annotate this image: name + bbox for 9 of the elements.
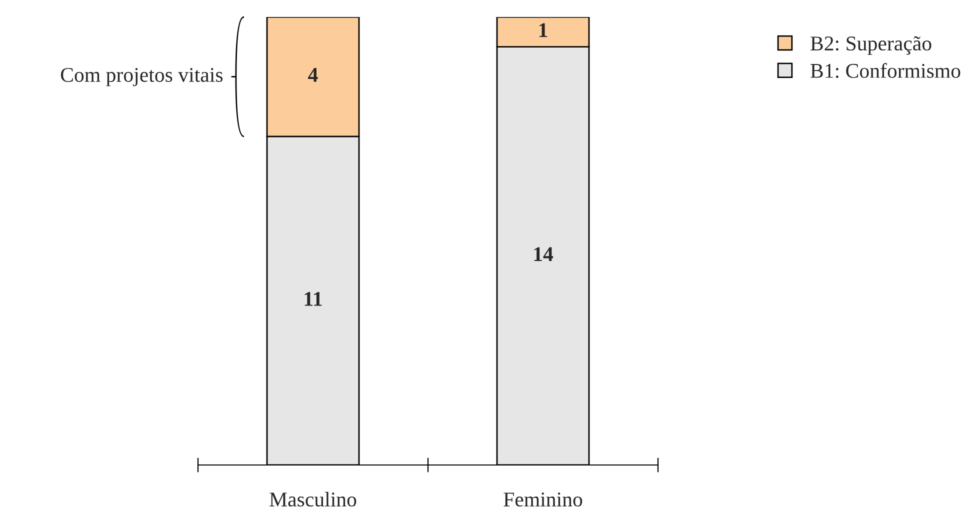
data-label: 11 <box>304 292 322 306</box>
data-label: 4 <box>308 68 318 82</box>
annotation: Com projetos vitais <box>60 68 223 86</box>
data-label: 1 <box>539 23 548 37</box>
legend-label: B1: Conformismo <box>810 63 960 78</box>
legend-label: B2: Superação <box>810 36 932 55</box>
x-tick-label: Masculino <box>270 492 356 507</box>
x-tick-label: Feminino <box>504 492 582 507</box>
data-label: 14 <box>534 247 554 261</box>
